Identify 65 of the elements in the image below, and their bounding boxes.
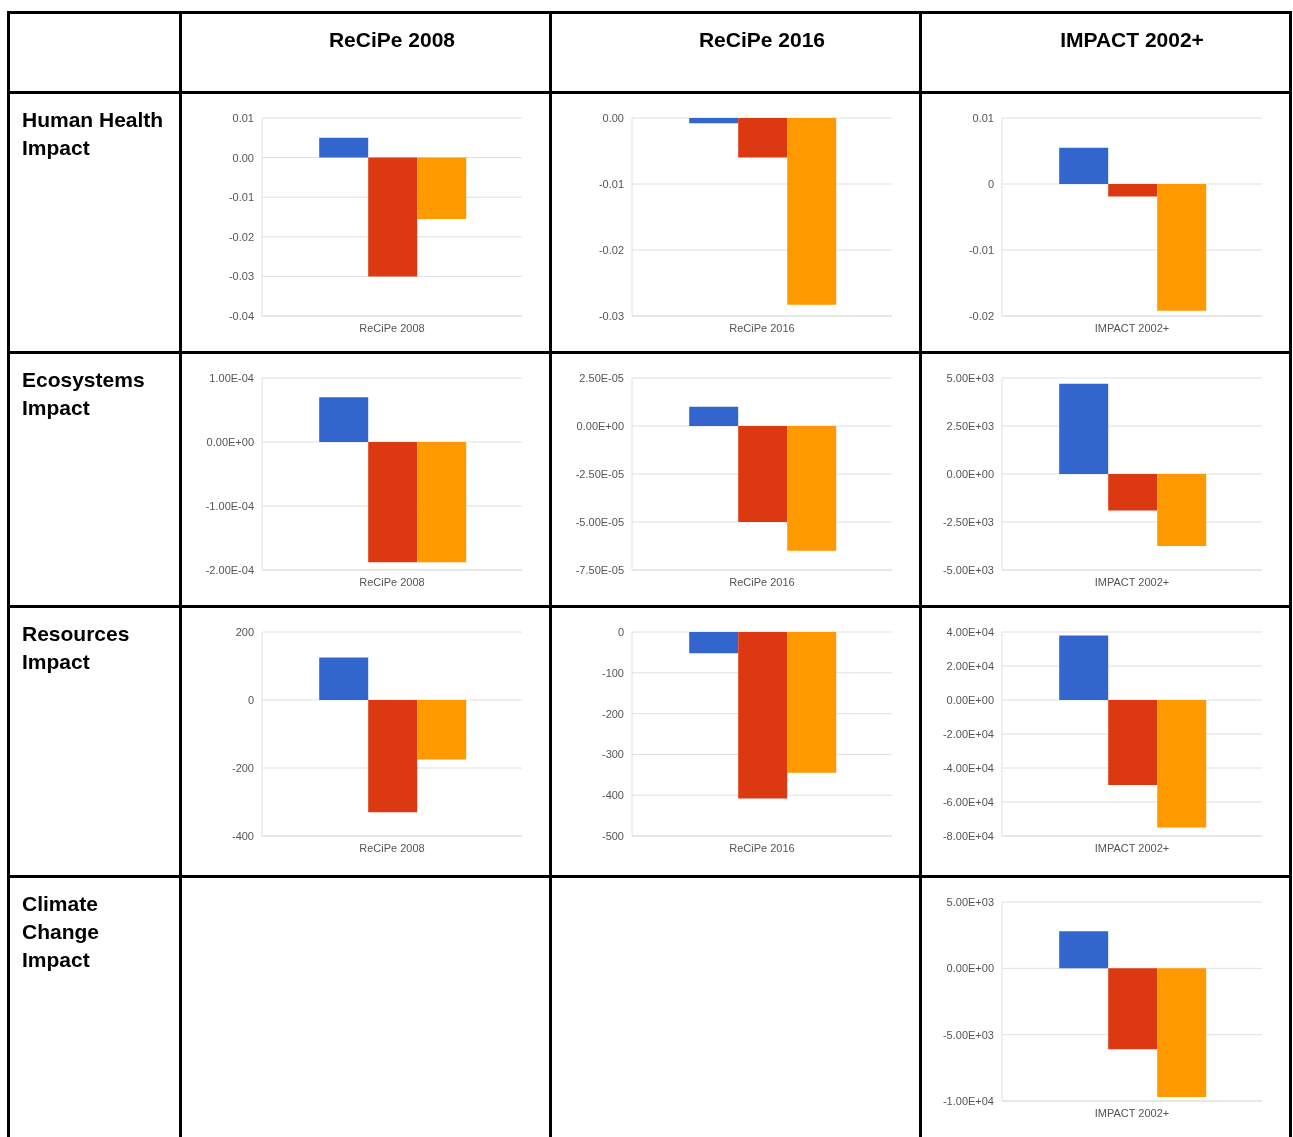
y-tick-label: 0.00E+00 — [946, 962, 994, 975]
y-tick-label: 2.50E+03 — [946, 419, 994, 432]
y-tick-label: -4.00E+04 — [942, 761, 994, 774]
y-tick-label: 4.00E+04 — [946, 625, 994, 638]
y-tick-label: -0.04 — [228, 309, 254, 322]
y-tick-label: -0.03 — [598, 309, 624, 322]
y-tick-label: -6.00E+04 — [942, 795, 994, 808]
y-tick-label: -100 — [601, 666, 624, 679]
y-tick-label: 5.00E+03 — [946, 895, 994, 908]
y-tick-label: 0.00E+00 — [206, 435, 254, 448]
text: ReCiPe 2008 — [359, 321, 425, 334]
text: Ecosystems Impact — [22, 367, 146, 421]
text: IMPACT 2002+ — [1094, 321, 1170, 334]
y-tick-label: 5.00E+03 — [946, 371, 994, 384]
y-tick-label: 0 — [617, 625, 624, 638]
y-tick-label: -300 — [601, 748, 624, 761]
y-tick-label: 0.00E+00 — [946, 693, 994, 706]
x-tick-label: ReCiPe 2016 — [729, 841, 795, 854]
y-tick-label: -0.01 — [598, 177, 624, 190]
y-tick-label: 1.00E-04 — [209, 371, 254, 384]
x-tick-label: IMPACT 2002+ — [1059, 28, 1205, 52]
x-tick-label: ReCiPe 2016 — [729, 575, 795, 588]
y-tick-label: 0.00 — [602, 111, 624, 124]
y-tick-label: -7.50E-05 — [575, 563, 624, 576]
x-tick-label: ReCiPe 2016 — [697, 28, 827, 52]
y-tick-label: -1.00E+04 — [942, 1094, 994, 1107]
y-tick-label: 0.00E+00 — [946, 467, 994, 480]
y-tick-label: -5.00E+03 — [942, 563, 994, 576]
y-tick-label: -0.02 — [968, 309, 994, 322]
y-tick-label: -0.01 — [228, 191, 254, 204]
y-tick-label: 2.00E+04 — [946, 659, 994, 672]
y-tick-label: -2.50E-05 — [575, 467, 624, 480]
y-tick-label: -2.00E-04 — [205, 563, 254, 576]
y-tick-label: -200 — [231, 761, 254, 774]
x-tick-label: ReCiPe 2008 — [359, 841, 425, 854]
x-tick-label: IMPACT 2002+ — [1094, 575, 1170, 588]
text: Human Health Impact — [22, 107, 165, 161]
text: Resources Impact — [22, 621, 131, 675]
y-tick-label: 0.00 — [232, 151, 254, 164]
y-tick-label: 0.00E+00 — [576, 419, 624, 432]
y-tick-label: 2.50E-05 — [579, 371, 624, 384]
x-tick-label: ReCiPe 2008 — [359, 575, 425, 588]
x-tick-label: ReCiPe 2008 — [327, 28, 457, 52]
y-tick-label: -400 — [601, 789, 624, 802]
y-tick-label: -0.02 — [598, 243, 624, 256]
text: Climate Change Impact — [22, 891, 100, 973]
y-tick-label: -1.00E-04 — [205, 499, 254, 512]
y-tick-label: -0.02 — [228, 230, 254, 243]
y-tick-label: -0.01 — [968, 243, 994, 256]
y-tick-label: -8.00E+04 — [942, 829, 994, 842]
y-tick-label: 0 — [247, 693, 254, 706]
y-tick-label: 0 — [987, 177, 994, 190]
y-tick-label: 0.01 — [232, 111, 254, 124]
y-tick-label: -500 — [601, 829, 624, 842]
y-tick-label: -2.00E+04 — [942, 727, 994, 740]
text: ReCiPe 2016 — [729, 321, 795, 334]
y-tick-label: -2.50E+03 — [942, 515, 994, 528]
y-tick-label: 0.01 — [972, 111, 994, 124]
x-tick-label: IMPACT 2002+ — [1094, 841, 1170, 854]
y-tick-label: -5.00E-05 — [575, 515, 624, 528]
y-tick-label: -200 — [601, 707, 624, 720]
y-tick-label: 200 — [235, 625, 254, 638]
y-tick-label: -400 — [231, 829, 254, 842]
y-tick-label: -5.00E+03 — [942, 1028, 994, 1041]
y-tick-label: -0.03 — [228, 270, 254, 283]
